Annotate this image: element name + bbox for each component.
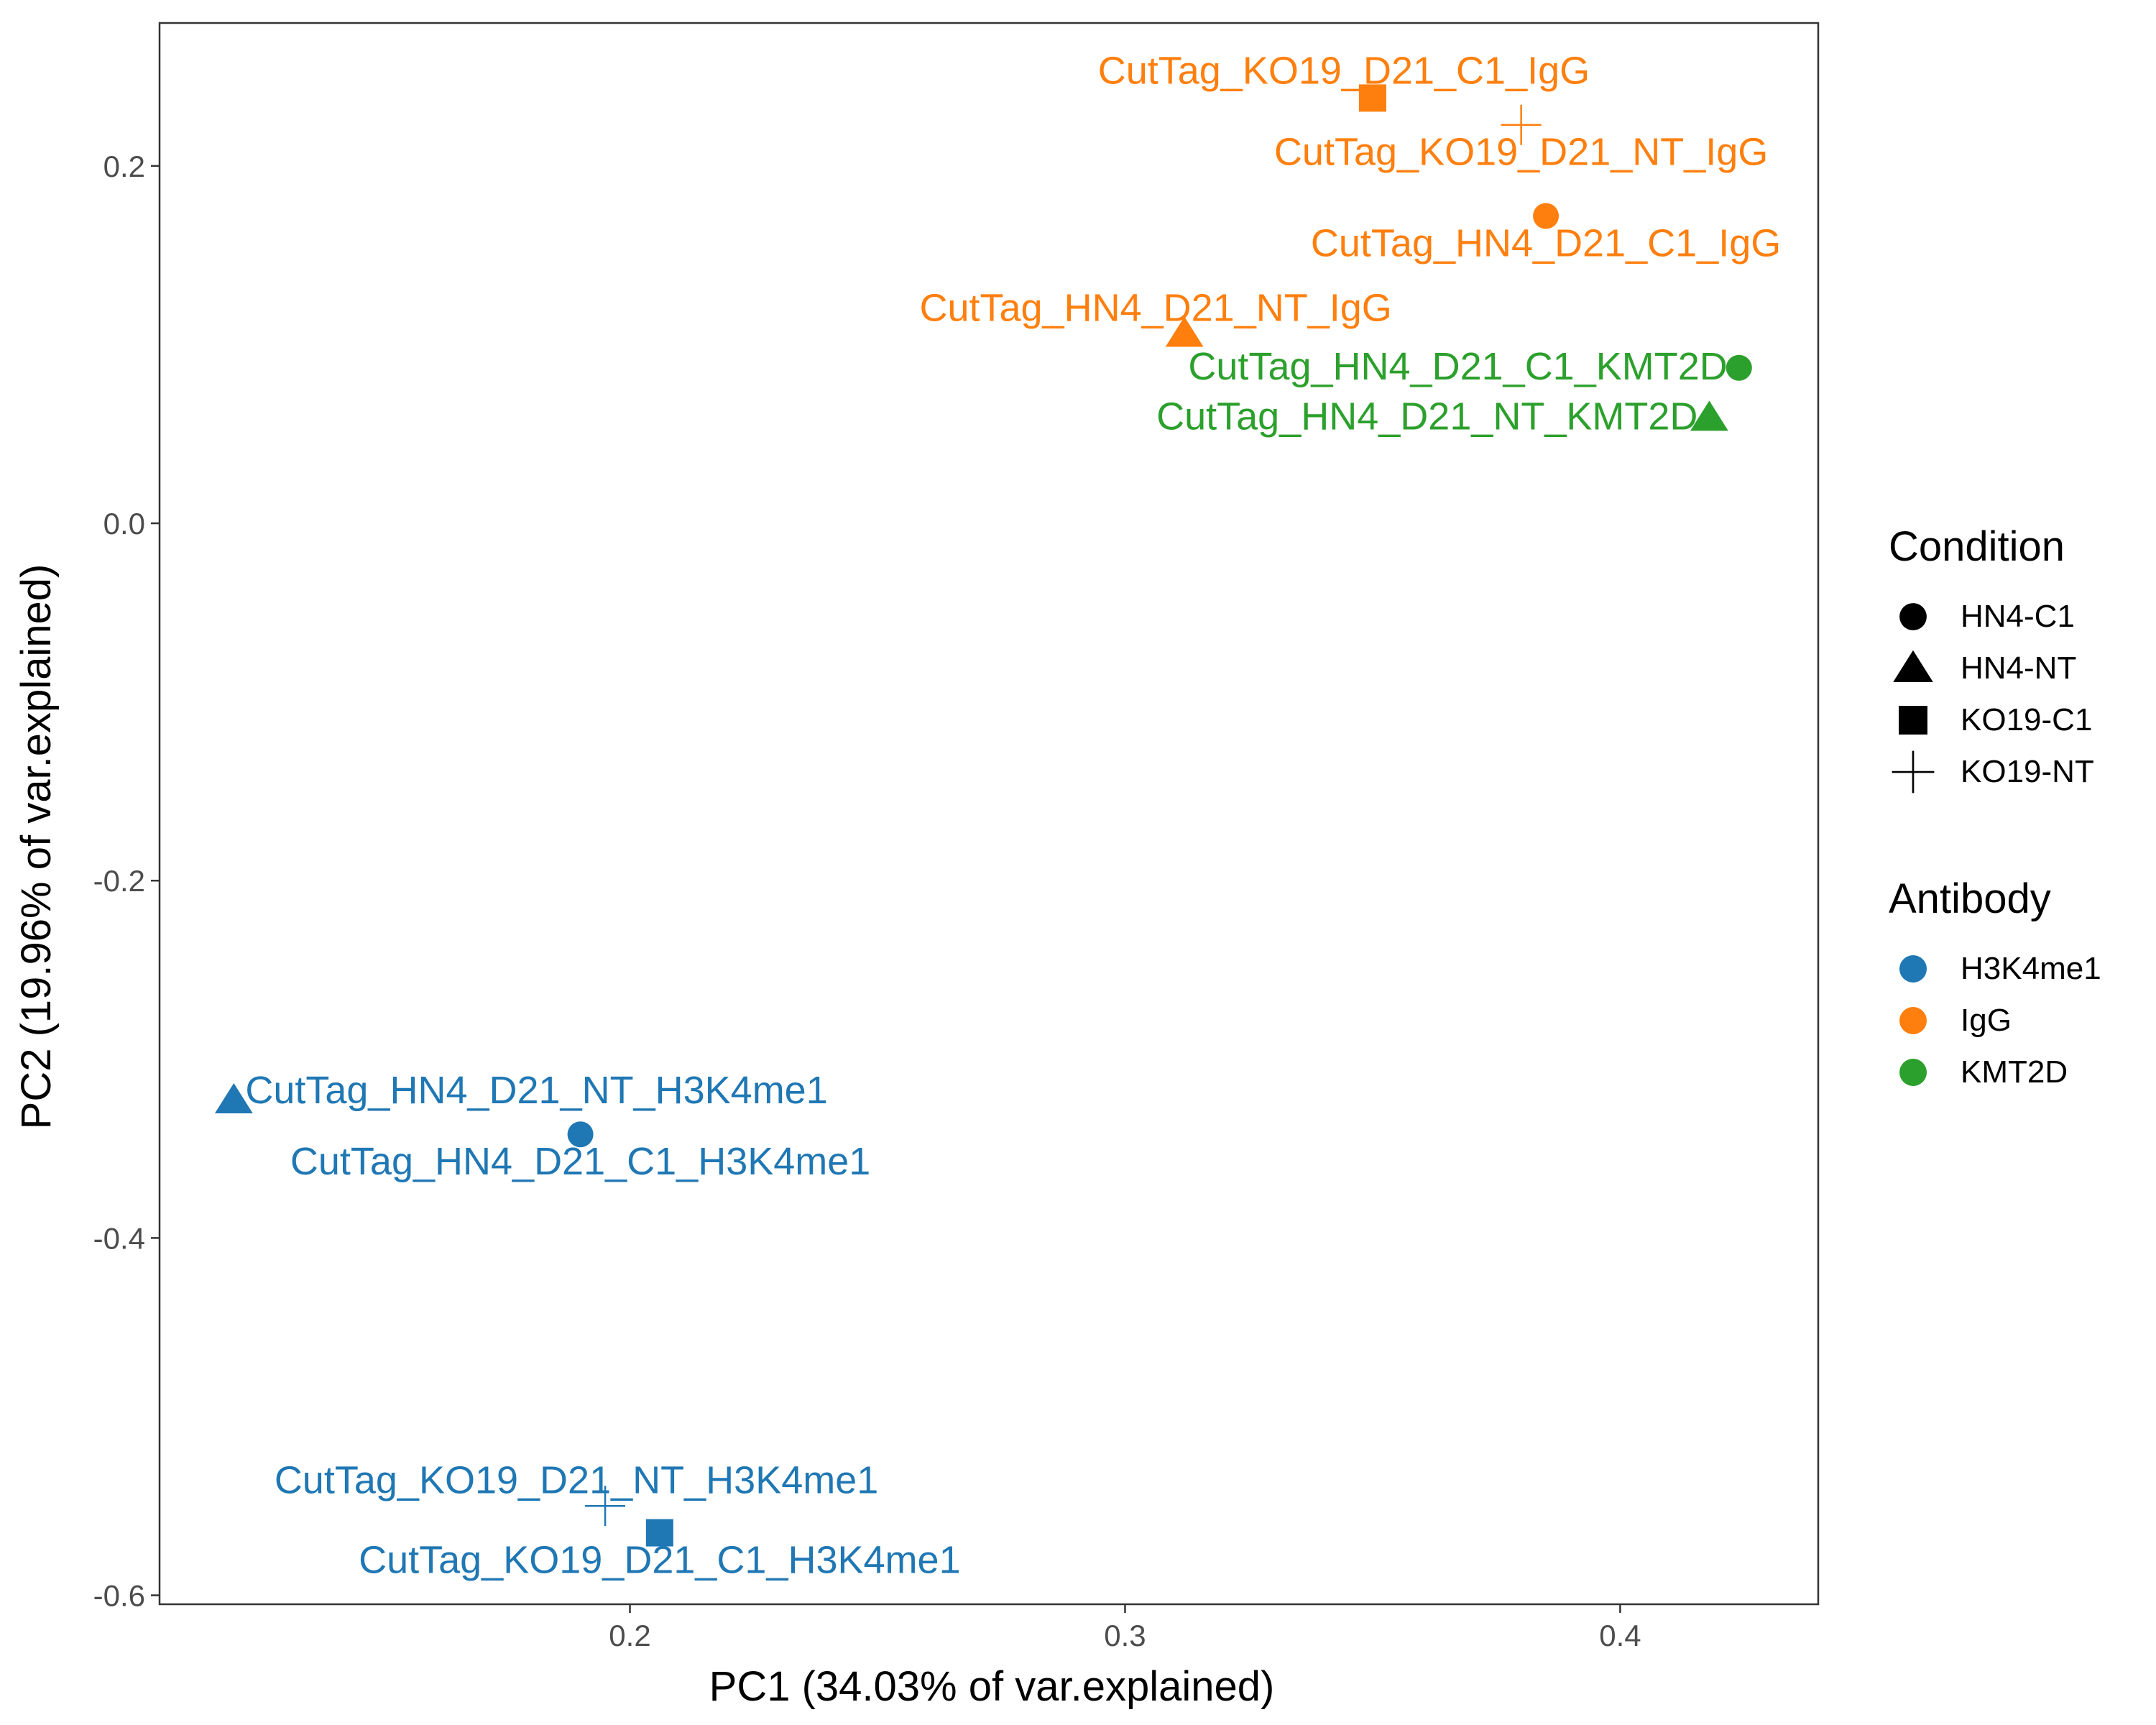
legend: Condition HN4-C1 HN4-NT KO19-C1 KO19-NT Antib…	[1889, 523, 2101, 1090]
legend-entry-label: HN4-C1	[1961, 599, 2075, 634]
y-tick-label: 0.2	[103, 150, 145, 183]
data-label: CutTag_HN4_D21_NT_KMT2D	[1156, 395, 1697, 438]
x-tick-label: 0.4	[1599, 1619, 1641, 1652]
y-tick-label: -0.4	[93, 1221, 145, 1255]
legend-title: Antibody	[1889, 875, 2051, 922]
data-point	[1501, 104, 1542, 145]
x-tick-label: 0.3	[1104, 1619, 1146, 1652]
data-point	[1690, 400, 1728, 431]
legend-key-circle	[1899, 603, 1927, 630]
data-point	[585, 1486, 626, 1527]
data-label: CutTag_HN4_D21_C1_IgG	[1311, 221, 1781, 264]
legend-entry-label: HN4-NT	[1961, 650, 2076, 686]
data-label: CutTag_HN4_D21_NT_IgG	[919, 287, 1391, 330]
plot-panel-border	[158, 22, 1820, 1606]
legend-key-plus	[1892, 750, 1935, 794]
legend-entry-label: KO19-C1	[1961, 702, 2092, 737]
legend-title: Condition	[1889, 523, 2065, 570]
legend-entry-label: KMT2D	[1961, 1054, 2068, 1090]
legend-entry-label: H3K4me1	[1961, 951, 2101, 986]
legend-entry-label: KO19-NT	[1961, 754, 2094, 789]
legend-key-triangle	[1893, 650, 1933, 682]
legend-key-color	[1899, 955, 1927, 983]
legend-key-color	[1899, 1007, 1927, 1034]
legend-key-color	[1899, 1059, 1927, 1086]
x-tick-label: 0.2	[609, 1619, 650, 1652]
data-label: CutTag_HN4_D21_C1_H3K4me1	[290, 1140, 870, 1183]
data-point	[1165, 316, 1204, 347]
plot-area: 0.2 0.0 -0.2 -0.4 -0.6 0.2 0.3 0.4 CutTag_KO19_D…	[93, 22, 1820, 1652]
legend-key-square	[1899, 706, 1927, 735]
y-tick-label: 0.0	[103, 507, 145, 540]
data-point	[567, 1121, 594, 1148]
y-tick-label: -0.6	[93, 1579, 145, 1613]
x-axis-label: PC1 (34.03% of var.explained)	[709, 1663, 1275, 1710]
data-point	[1533, 203, 1560, 229]
data-label: CutTag_HN4_D21_NT_H3K4me1	[245, 1069, 827, 1112]
data-point	[645, 1519, 673, 1547]
data-point	[214, 1082, 253, 1113]
data-point	[1358, 84, 1386, 112]
data-label: CutTag_KO19_D21_NT_IgG	[1274, 131, 1768, 174]
y-tick-label: -0.2	[93, 864, 145, 898]
data-label: CutTag_KO19_D21_C1_IgG	[1098, 49, 1590, 92]
data-point	[1726, 354, 1752, 381]
legend-entry-label: IgG	[1961, 1003, 2012, 1038]
data-label: CutTag_HN4_D21_C1_KMT2D	[1188, 345, 1727, 388]
y-axis-label: PC2 (19.96% of var.explained)	[13, 564, 60, 1130]
data-label: CutTag_KO19_D21_NT_H3K4me1	[275, 1458, 878, 1501]
data-label: CutTag_KO19_D21_C1_H3K4me1	[359, 1539, 961, 1582]
